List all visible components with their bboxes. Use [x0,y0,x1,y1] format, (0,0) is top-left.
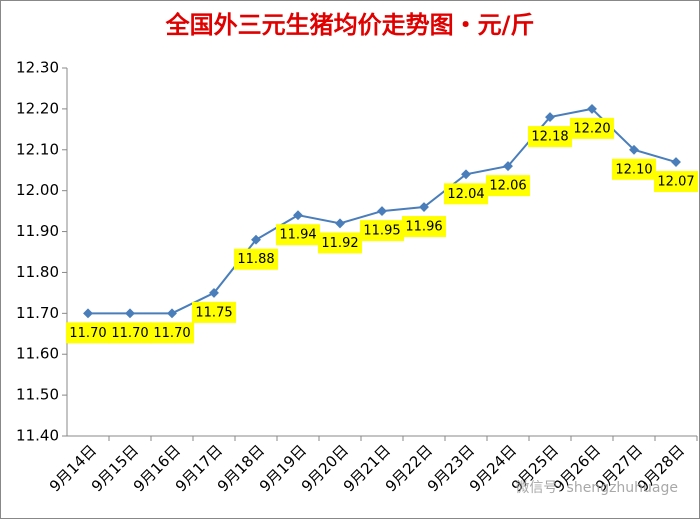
data-label-bg [486,175,530,197]
y-tick-label: 12.10 [16,140,59,158]
data-point [503,161,513,172]
data-label-bg [570,117,614,139]
data-label-bg [528,126,572,148]
data-label: 12.20 [573,121,610,136]
data-point [251,234,261,245]
data-label-bg [360,220,404,242]
data-label-bg [66,322,110,344]
watermark: 微信号: shengzhuhuage [515,480,678,496]
chart-title: 全国外三元生猪均价走势图・元/斤 [165,11,535,39]
data-point [587,103,597,114]
y-tick-label: 11.60 [16,345,59,363]
data-label: 12.06 [489,179,526,194]
data-point [671,157,681,167]
data-label: 11.70 [69,326,106,341]
data-label: 11.88 [237,252,274,267]
data-label: 11.92 [321,236,358,251]
data-point [335,218,345,229]
y-tick-label: 11.80 [16,263,59,281]
data-point [419,202,429,212]
data-point [629,144,639,155]
y-tick-label: 11.40 [16,427,59,445]
data-point [209,287,219,298]
data-label-bg [444,183,488,205]
data-label: 11.70 [153,326,190,341]
data-label: 11.75 [195,305,232,320]
y-tick-label: 11.90 [16,222,59,240]
data-point [167,308,177,319]
y-tick-label: 12.20 [16,99,59,117]
data-point [377,206,387,217]
data-label-bg [108,322,152,344]
data-point [461,169,471,180]
data-label-bg [318,232,362,254]
data-label-bg [654,171,698,193]
data-label-bg [192,301,236,323]
data-label: 12.18 [531,130,568,145]
data-label: 12.07 [657,175,694,190]
data-label: 11.96 [405,220,442,235]
data-label: 12.10 [615,162,652,177]
data-point [545,112,555,123]
data-label-bg [402,216,446,238]
data-label-bg [276,224,320,246]
data-label: 11.95 [363,224,400,239]
y-tick-label: 12.30 [16,59,59,77]
data-point [293,210,303,221]
data-label: 11.70 [111,326,148,341]
y-tick-label: 12.00 [16,181,59,199]
data-label: 11.94 [279,228,316,243]
data-label-bg [612,158,656,180]
y-tick-label: 11.50 [16,386,59,404]
data-label-bg [150,322,194,344]
data-label: 12.04 [447,187,484,202]
y-tick-label: 11.70 [16,304,59,322]
data-label-bg [234,248,278,270]
